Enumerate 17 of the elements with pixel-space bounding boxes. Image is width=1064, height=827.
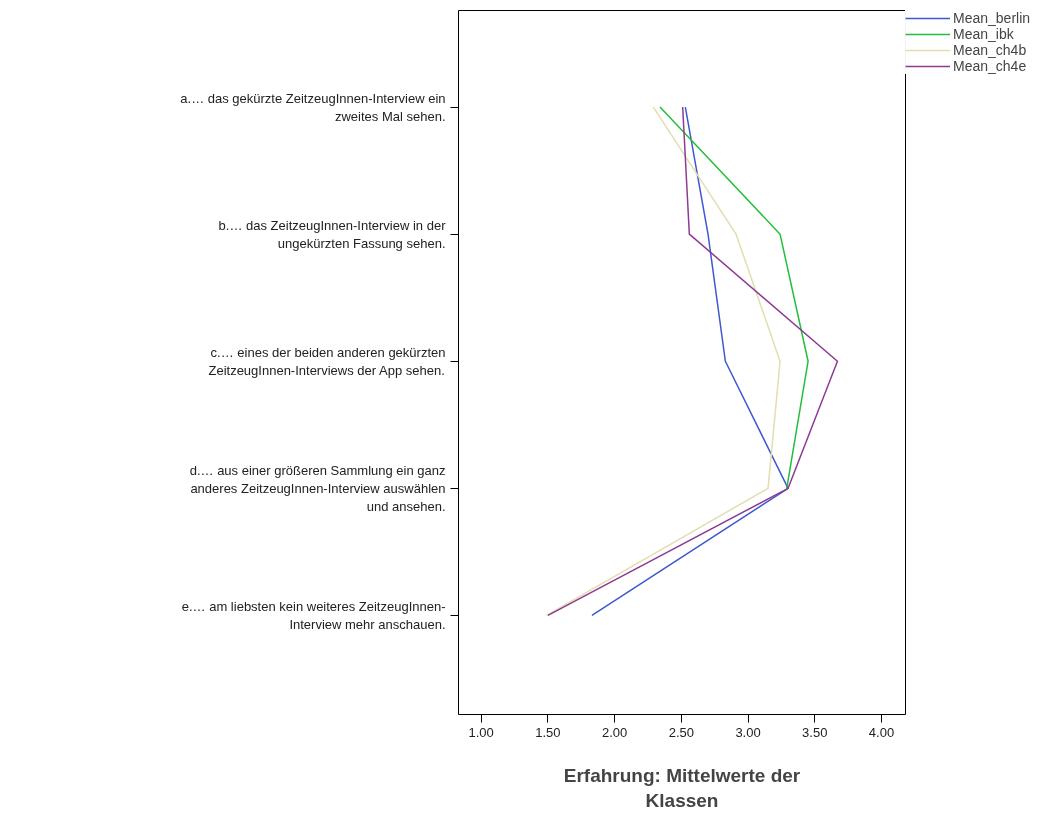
legend-label: Mean_berlin [953,10,1031,26]
y-tick-label: a.… das gekürzte ZeitzeugInnen-Interview ein zweites Mal sehen. [180,90,446,124]
x-tick-label: 2.00 [601,724,628,740]
x-tick-label: 3.00 [735,724,761,740]
y-tick-label: b.… das ZeitzeugInnen-Interview in der ungekürzten Fassung sehen. [218,217,447,251]
x-tick-label: 2.50 [668,724,694,740]
y-tick-label: c.… eines der beiden anderen gekürzten ZeitzeugInnen-Interviews der App sehen. [208,344,446,378]
legend-label: Mean_ibk [953,26,1014,42]
x-axis-title: Erfahrung: Mittelwerte der Klassen [563,764,801,811]
x-tick-label: 4.00 [868,724,895,740]
legend-label: Mean_ch4e [953,58,1027,74]
x-tick-label: 1.00 [468,724,494,740]
legend-label: Mean_ch4b [953,42,1027,58]
y-tick-label: e.… am liebsten kein weiteres ZeitzeugInnen-Interview mehr anschauen. [181,598,446,632]
x-tick-label: 3.50 [802,724,828,740]
x-tick-label: 1.50 [535,724,561,740]
y-tick-label: d.… aus einer größeren Sammlung ein ganz anderes ZeitzeugInnen-Interview auswählen und ansehen. [189,462,446,514]
